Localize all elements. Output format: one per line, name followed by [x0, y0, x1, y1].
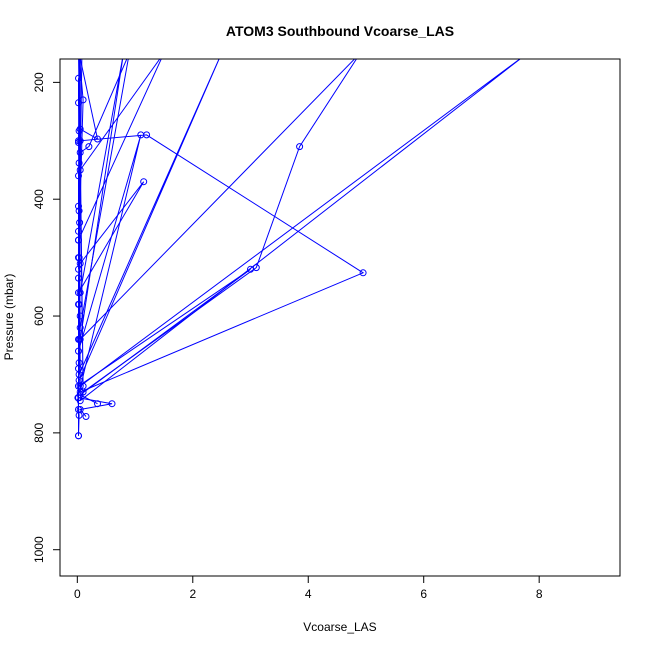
series-line-5 — [78, 59, 358, 393]
data-point — [108, 400, 116, 408]
data-point — [359, 269, 367, 277]
data-point — [75, 254, 83, 262]
data-point — [75, 99, 82, 107]
data-point — [85, 143, 93, 151]
y-axis-label: Pressure (mbar) — [2, 274, 16, 361]
x-tick-label: 0 — [74, 587, 81, 601]
series-line-2 — [77, 59, 220, 417]
y-tick-label: 600 — [32, 306, 46, 326]
plot-area — [74, 59, 521, 440]
data-point — [140, 178, 148, 186]
data-point — [75, 432, 82, 440]
data-point — [82, 413, 90, 420]
x-axis-label: Vcoarse_LAS — [303, 620, 376, 634]
x-axis: 0 2 4 6 8 — [74, 575, 543, 601]
data-point — [76, 382, 84, 390]
data-point — [75, 335, 82, 343]
x-tick-label: 4 — [305, 587, 312, 601]
data-point — [75, 127, 83, 135]
data-point — [75, 300, 82, 308]
data-point — [75, 202, 82, 210]
chart-title: ATOM3 Southbound Vcoarse_LAS — [226, 23, 454, 39]
data-point — [76, 397, 84, 405]
data-point — [75, 74, 82, 82]
data-point — [75, 406, 82, 413]
data-point — [75, 139, 82, 146]
y-tick-label: 800 — [32, 423, 46, 443]
data-point — [75, 172, 82, 180]
x-tick-label: 2 — [189, 587, 196, 601]
x-tick-label: 6 — [420, 587, 427, 601]
series-line-6 — [78, 59, 521, 402]
x-tick-label: 8 — [536, 587, 543, 601]
data-point — [79, 382, 87, 390]
y-tick-label: 1000 — [32, 536, 46, 563]
data-point — [94, 400, 101, 408]
data-point — [75, 274, 82, 282]
y-axis: 200 400 600 800 1000 — [32, 72, 61, 563]
data-point — [296, 143, 304, 151]
data-point — [252, 264, 260, 272]
data-point — [143, 131, 151, 139]
data-point — [75, 227, 82, 235]
series-line-3 — [77, 59, 251, 405]
data-point — [75, 365, 82, 373]
series-line-7 — [77, 78, 80, 436]
y-tick-label: 400 — [32, 189, 46, 209]
series-line-4 — [78, 59, 365, 393]
y-tick-label: 200 — [32, 72, 46, 92]
data-point — [75, 159, 83, 167]
